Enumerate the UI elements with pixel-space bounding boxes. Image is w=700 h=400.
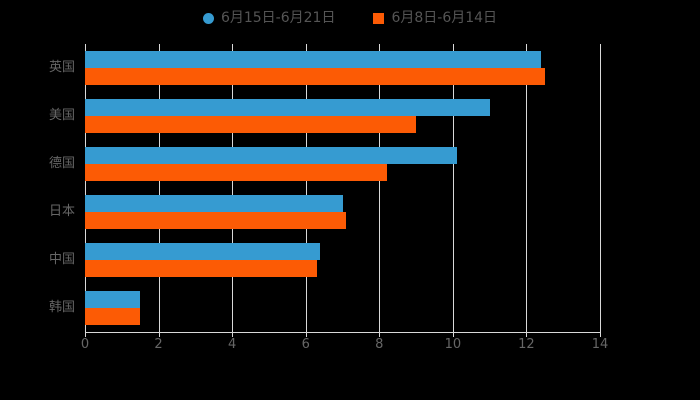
x-axis-tick-mark bbox=[85, 332, 86, 337]
x-axis-tick-mark bbox=[600, 332, 601, 337]
x-axis-tick-label: 2 bbox=[154, 337, 163, 352]
gridline bbox=[526, 44, 528, 332]
bar-series-b[interactable] bbox=[85, 68, 545, 85]
y-axis-category-label: 德国 bbox=[48, 156, 75, 171]
gridline bbox=[600, 44, 601, 332]
x-axis-line bbox=[85, 332, 601, 333]
bar-series-a[interactable] bbox=[85, 147, 457, 164]
x-axis-tick-label: 10 bbox=[444, 337, 462, 352]
y-axis-category-label: 美国 bbox=[48, 108, 75, 123]
x-axis-tick-mark bbox=[379, 332, 381, 337]
bar-series-b[interactable] bbox=[85, 212, 347, 229]
bar-series-a[interactable] bbox=[85, 99, 490, 116]
x-axis-tick-mark bbox=[158, 332, 160, 337]
gridline bbox=[158, 44, 160, 332]
gridline bbox=[305, 44, 307, 332]
x-axis-tick-mark bbox=[452, 332, 454, 337]
bar-series-b[interactable] bbox=[85, 116, 417, 133]
gridline bbox=[452, 44, 454, 332]
y-axis-category-label: 英国 bbox=[48, 60, 75, 75]
bar-group bbox=[85, 243, 600, 277]
bar-series-a[interactable] bbox=[85, 291, 141, 308]
bar-series-a[interactable] bbox=[85, 243, 321, 260]
x-axis-tick-label: 0 bbox=[80, 337, 90, 352]
gridline bbox=[232, 44, 234, 332]
x-axis-tick-mark bbox=[305, 332, 307, 337]
circle-icon bbox=[202, 12, 214, 24]
x-axis-tick-label: 14 bbox=[591, 337, 609, 352]
bar-group bbox=[85, 99, 600, 133]
x-axis-tick-label: 4 bbox=[228, 337, 237, 352]
plot-area bbox=[85, 44, 601, 332]
bar-group bbox=[85, 51, 600, 85]
bar-series-a[interactable] bbox=[85, 51, 542, 68]
x-axis-tick-label: 8 bbox=[375, 337, 384, 352]
x-axis-tick-mark bbox=[232, 332, 234, 337]
bar-group bbox=[85, 147, 600, 181]
bar-series-b[interactable] bbox=[85, 164, 387, 181]
bar-series-b[interactable] bbox=[85, 308, 141, 325]
bar-series-b[interactable] bbox=[85, 260, 317, 277]
x-axis-tick-label: 12 bbox=[518, 337, 535, 352]
x-axis-tick-label: 6 bbox=[301, 337, 310, 352]
legend-item-series-a[interactable]: 6月15日-6月21日 bbox=[202, 6, 336, 30]
square-icon bbox=[373, 12, 385, 24]
chart-legend: 6月15日-6月21日 6月8日-6月14日 bbox=[0, 6, 700, 30]
bar-series-a[interactable] bbox=[85, 195, 343, 212]
gridline bbox=[379, 44, 381, 332]
y-axis-category-label: 中国 bbox=[48, 252, 75, 267]
gridline bbox=[85, 44, 86, 332]
y-axis-category-label: 日本 bbox=[48, 204, 75, 219]
bar-group bbox=[85, 291, 600, 325]
bar-group bbox=[85, 195, 600, 229]
legend-label-series-b: 6月8日-6月14日 bbox=[391, 10, 498, 26]
y-axis-labels: 英国美国德国日本中国韩国 bbox=[0, 44, 700, 332]
legend-label-series-a: 6月15日-6月21日 bbox=[220, 10, 336, 26]
x-axis-tick-mark bbox=[526, 332, 528, 337]
legend-item-series-b[interactable]: 6月8日-6月14日 bbox=[373, 6, 497, 30]
y-axis-category-label: 韩国 bbox=[48, 300, 75, 315]
